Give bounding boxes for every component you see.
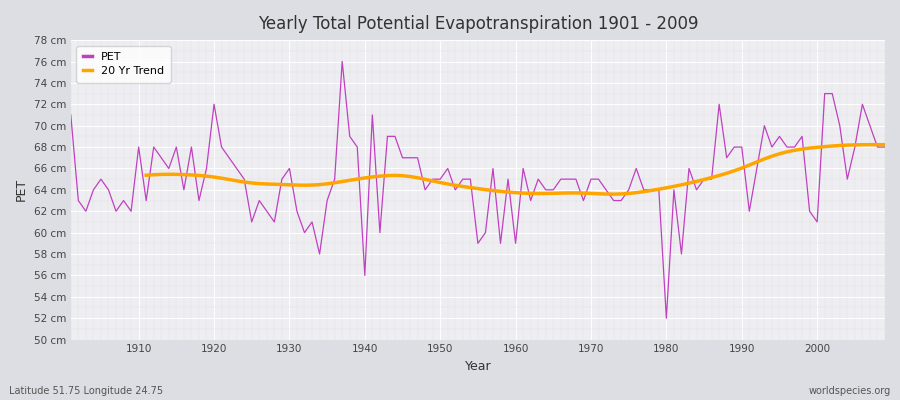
20 Yr Trend [140, 173, 151, 178]
PET [126, 209, 137, 214]
PET [510, 241, 521, 246]
20 Yr Trend [337, 179, 347, 184]
20 Yr Trend [729, 168, 740, 173]
Line: 20 Yr Trend: 20 Yr Trend [146, 145, 885, 194]
Legend: PET, 20 Yr Trend: PET, 20 Yr Trend [76, 46, 171, 82]
Title: Yearly Total Potential Evapotranspiration 1901 - 2009: Yearly Total Potential Evapotranspiratio… [257, 15, 698, 33]
PET [292, 209, 302, 214]
20 Yr Trend [314, 182, 325, 187]
PET [337, 59, 347, 64]
PET [345, 134, 356, 139]
PET [661, 316, 671, 320]
20 Yr Trend [510, 190, 521, 195]
Y-axis label: PET: PET [15, 178, 28, 202]
20 Yr Trend [533, 191, 544, 196]
PET [608, 198, 619, 203]
PET [518, 166, 528, 171]
20 Yr Trend [872, 142, 883, 147]
20 Yr Trend [608, 192, 619, 196]
PET [66, 112, 77, 117]
X-axis label: Year: Year [464, 360, 491, 373]
Line: PET: PET [71, 62, 885, 318]
Text: Latitude 51.75 Longitude 24.75: Latitude 51.75 Longitude 24.75 [9, 386, 163, 396]
PET [879, 145, 890, 150]
20 Yr Trend [879, 142, 890, 147]
Text: worldspecies.org: worldspecies.org [809, 386, 891, 396]
20 Yr Trend [367, 174, 378, 179]
